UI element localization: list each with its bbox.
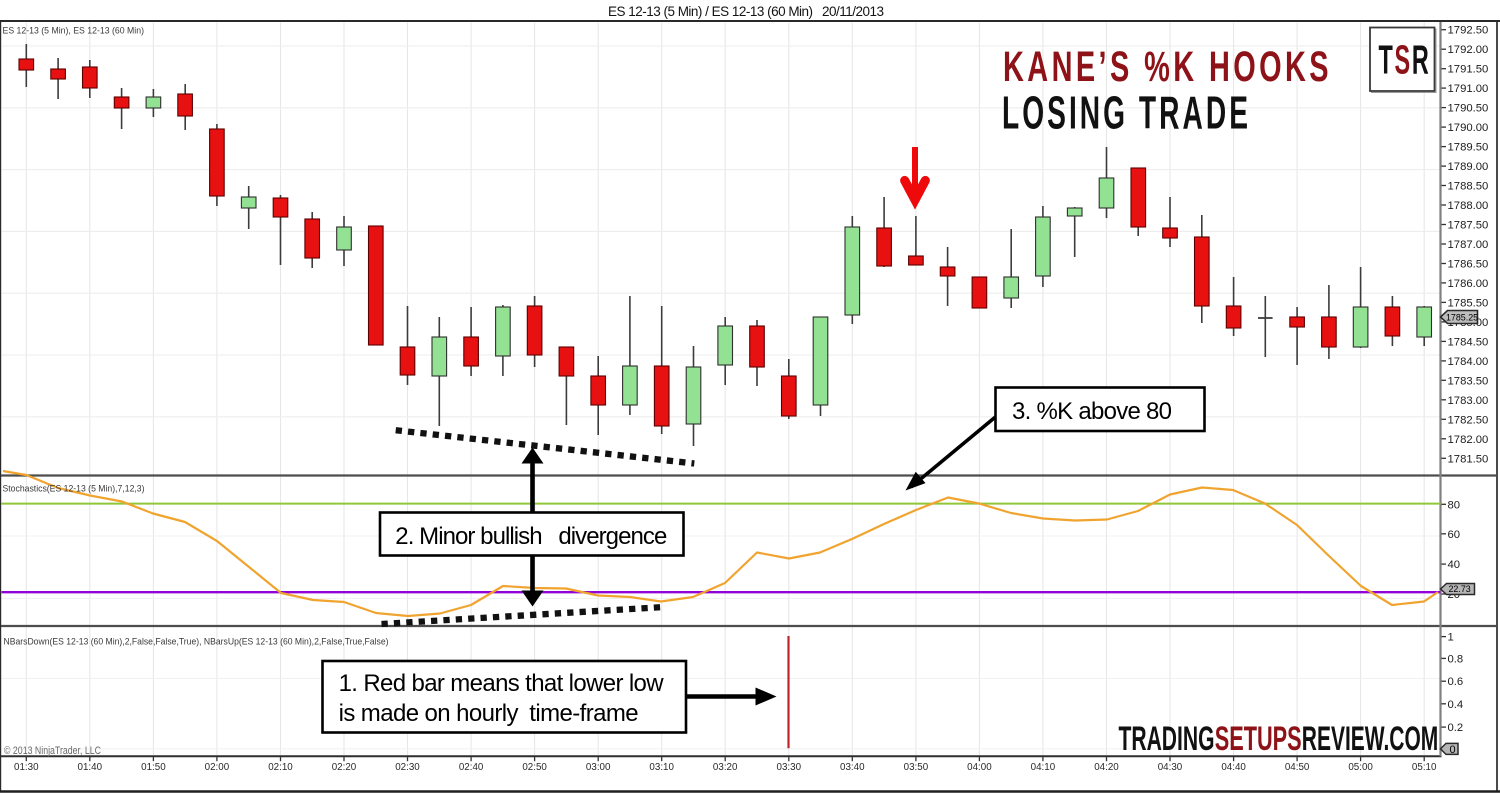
svg-text:0: 0 [1450, 744, 1456, 756]
svg-text:04:10: 04:10 [1031, 762, 1056, 773]
svg-text:03:20: 03:20 [713, 762, 738, 773]
svg-text:REVIEW.COM: REVIEW.COM [1302, 720, 1439, 758]
svg-text:03:50: 03:50 [904, 762, 929, 773]
svg-text:1785.50: 1785.50 [1448, 297, 1489, 309]
svg-text:1: 1 [1448, 632, 1454, 644]
svg-text:02:40: 02:40 [459, 762, 484, 773]
svg-text:03:00: 03:00 [586, 762, 611, 773]
svg-text:1791.50: 1791.50 [1448, 64, 1489, 76]
svg-text:SETUPS: SETUPS [1215, 720, 1302, 758]
svg-text:1782.00: 1782.00 [1448, 434, 1489, 446]
svg-text:0.6: 0.6 [1448, 676, 1464, 688]
svg-text:KANE’S %K HOOKS: KANE’S %K HOOKS [1003, 44, 1332, 91]
svg-text:01:40: 01:40 [78, 762, 103, 773]
svg-text:22.73: 22.73 [1449, 584, 1471, 594]
svg-text:1783.50: 1783.50 [1448, 375, 1489, 387]
svg-text:1788.00: 1788.00 [1448, 200, 1489, 212]
svg-text:1784.50: 1784.50 [1448, 336, 1489, 348]
svg-text:NBarsDown(ES 12-13 (60 Min),2,: NBarsDown(ES 12-13 (60 Min),2,False,Fals… [4, 637, 389, 648]
svg-text:1786.00: 1786.00 [1448, 278, 1489, 290]
svg-text:0.2: 0.2 [1448, 722, 1464, 734]
svg-text:1790.50: 1790.50 [1448, 103, 1489, 115]
svg-text:60: 60 [1448, 529, 1461, 541]
svg-text:05:10: 05:10 [1412, 762, 1437, 773]
svg-text:02:00: 02:00 [205, 762, 230, 773]
svg-text:1785.25: 1785.25 [1446, 312, 1478, 322]
svg-text:01:50: 01:50 [141, 762, 166, 773]
svg-text:1781.50: 1781.50 [1448, 453, 1489, 465]
svg-text:TSR: TSR [1379, 37, 1431, 83]
svg-text:1787.00: 1787.00 [1448, 239, 1489, 251]
svg-text:04:50: 04:50 [1285, 762, 1310, 773]
svg-text:1783.00: 1783.00 [1448, 395, 1489, 407]
svg-text:01:30: 01:30 [14, 762, 39, 773]
svg-text:80: 80 [1448, 499, 1461, 511]
svg-text:1792.00: 1792.00 [1448, 44, 1489, 56]
svg-text:1792.50: 1792.50 [1448, 25, 1489, 37]
svg-text:1789.50: 1789.50 [1448, 142, 1489, 154]
svg-text:03:30: 03:30 [777, 762, 802, 773]
svg-text:ES 12-13 (5 Min), ES 12-13 (60: ES 12-13 (5 Min), ES 12-13 (60 Min) [3, 26, 145, 37]
svg-text:1786.50: 1786.50 [1448, 259, 1489, 271]
svg-text:04:30: 04:30 [1158, 762, 1183, 773]
svg-text:02:10: 02:10 [268, 762, 293, 773]
svg-text:1787.50: 1787.50 [1448, 220, 1489, 232]
svg-text:04:20: 04:20 [1094, 762, 1119, 773]
svg-text:2. Minor bullish divergence: 2. Minor bullish divergence [395, 523, 667, 550]
svg-text:03:10: 03:10 [649, 762, 674, 773]
svg-text:40: 40 [1448, 559, 1461, 571]
svg-text:04:40: 04:40 [1221, 762, 1246, 773]
svg-text:LOSING TRADE: LOSING TRADE [1002, 87, 1251, 139]
svg-text:1784.00: 1784.00 [1448, 356, 1489, 368]
svg-text:Stochastics(ES 12-13 (5 Min),7: Stochastics(ES 12-13 (5 Min),7,12,3) [3, 484, 145, 495]
svg-text:0.8: 0.8 [1448, 653, 1464, 665]
svg-text:03:40: 03:40 [840, 762, 865, 773]
svg-text:is made on hourly time-frame: is made on hourly time-frame [339, 700, 639, 727]
svg-text:3. %K above 80: 3. %K above 80 [1012, 398, 1172, 425]
svg-text:© 2013 NinjaTrader, LLC: © 2013 NinjaTrader, LLC [4, 745, 101, 757]
svg-text:04:00: 04:00 [967, 762, 992, 773]
svg-text:02:30: 02:30 [395, 762, 420, 773]
svg-text:1782.50: 1782.50 [1448, 414, 1489, 426]
svg-text:05:00: 05:00 [1348, 762, 1373, 773]
svg-text:TRADING: TRADING [1119, 720, 1215, 758]
svg-text:1789.00: 1789.00 [1448, 161, 1489, 173]
svg-text:1790.00: 1790.00 [1448, 122, 1489, 134]
svg-text:02:20: 02:20 [332, 762, 357, 773]
svg-text:ES 12-13 (5 Min) / ES 12-13 (6: ES 12-13 (5 Min) / ES 12-13 (60 Min) 20/… [608, 4, 884, 19]
svg-text:1791.00: 1791.00 [1448, 83, 1489, 95]
svg-text:1788.50: 1788.50 [1448, 181, 1489, 193]
svg-text:0.4: 0.4 [1448, 699, 1464, 711]
svg-text:02:50: 02:50 [522, 762, 547, 773]
svg-text:1. Red bar means that lower lo: 1. Red bar means that lower low [339, 670, 665, 697]
